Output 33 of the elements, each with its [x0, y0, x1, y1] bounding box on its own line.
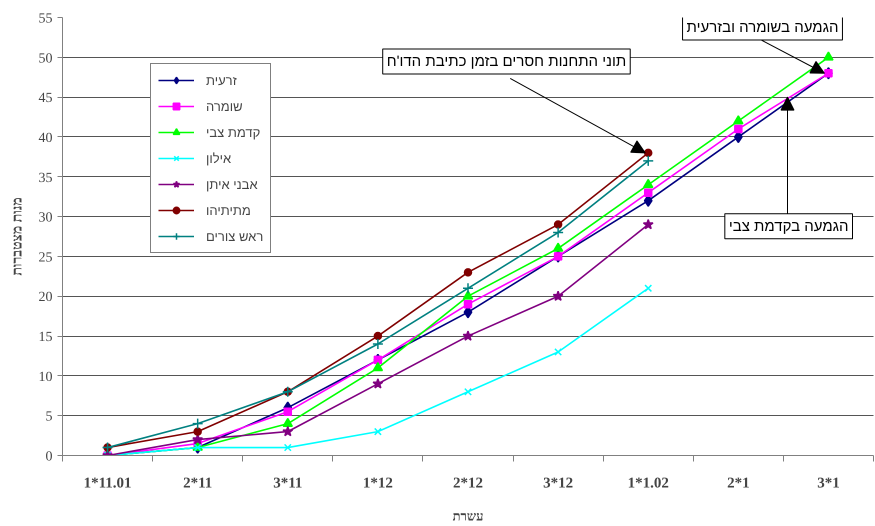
annotation: הגמעה בקדמת צבי [728, 218, 849, 235]
x-axis-title: עשרת [452, 508, 484, 524]
x-tick-label: 1*1.02 [628, 476, 669, 492]
y-tick-label: 10 [38, 370, 52, 385]
legend-label: מתיתיהו [206, 202, 251, 219]
legend-label: אבני איתן [206, 176, 258, 193]
x-tick-label: 3*1 [817, 476, 840, 492]
y-tick-label: 40 [38, 130, 52, 146]
y-tick-label: 0 [46, 450, 52, 464]
x-tick-label: 2*12 [453, 476, 483, 492]
y-tick-label: 50 [38, 51, 52, 66]
y-tick-label: 35 [38, 170, 52, 186]
y-tick-label: 20 [38, 290, 52, 306]
legend-label: קדמת צבי [206, 124, 260, 141]
x-tick-label: 1*12 [362, 476, 393, 492]
legend-label: ראש צורים [206, 228, 264, 245]
annotation: תוני התחנות חסרים בזמן כתיבת הדו'ח [386, 53, 626, 70]
legend-label: שומרה [206, 98, 243, 115]
y-tick-label: 25 [38, 250, 52, 266]
x-tick-label: 2*1 [727, 476, 750, 492]
y-tick-label: 45 [38, 91, 52, 106]
legend-label: אילון [206, 150, 232, 167]
y-tick-label: 15 [38, 330, 52, 346]
x-tick-label: 2*11 [183, 476, 212, 492]
legend-label: זרעית [206, 72, 237, 89]
y-tick-label: 55 [38, 12, 52, 26]
y-tick-label: 5 [46, 410, 52, 425]
x-tick-label: 3*12 [543, 476, 574, 492]
annotation: הגמעה בשומרה ובזרעית [686, 19, 838, 36]
y-tick-label: 30 [38, 210, 52, 226]
y-axis-title: מנות מצטברות [10, 197, 26, 276]
x-tick-label: 3*11 [273, 476, 302, 492]
x-tick-label: 1*11.01 [84, 476, 132, 492]
